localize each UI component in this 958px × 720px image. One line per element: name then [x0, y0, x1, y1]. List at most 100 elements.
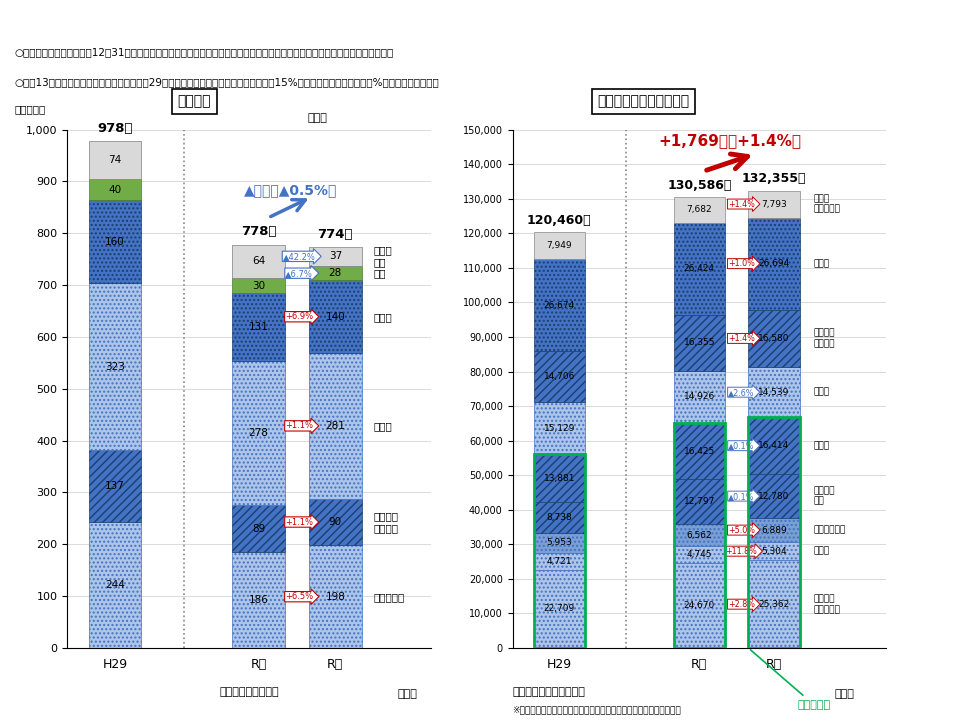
- Bar: [88, 521, 142, 648]
- Bar: [534, 232, 585, 259]
- Text: +11.8%: +11.8%: [725, 546, 758, 556]
- Bar: [534, 454, 585, 503]
- Bar: [748, 542, 800, 560]
- Text: （年）: （年）: [398, 690, 418, 699]
- Text: ○　令和４年１月１日から12月31日までに発生した労働災害について、令和５年４月７日までに報告があったものを集計したもの: ○ 令和４年１月１日から12月31日までに発生した労働災害について、令和５年４月…: [14, 47, 394, 57]
- Bar: [232, 505, 285, 552]
- Text: 978人: 978人: [97, 122, 133, 135]
- Bar: [748, 191, 800, 217]
- Text: 16,425: 16,425: [684, 446, 715, 456]
- Bar: [673, 563, 725, 648]
- Text: その他
林業: その他 林業: [374, 246, 393, 267]
- Bar: [748, 560, 800, 648]
- Text: 16,355: 16,355: [684, 338, 715, 347]
- Bar: [748, 310, 800, 367]
- Text: +1.4%: +1.4%: [728, 199, 755, 209]
- Text: 37: 37: [329, 251, 342, 261]
- Bar: [534, 259, 585, 351]
- Text: 132,355人: 132,355人: [741, 172, 807, 185]
- Text: ※新型コロナウイルス感染症へのり患による労働災害を除いたもの。: ※新型コロナウイルス感染症へのり患による労働災害を除いたもの。: [513, 705, 681, 714]
- Text: 13,881: 13,881: [543, 474, 575, 483]
- Bar: [88, 283, 142, 451]
- Text: +1.4%: +1.4%: [728, 334, 755, 343]
- Bar: [673, 423, 725, 648]
- Bar: [673, 423, 725, 480]
- Text: +1.0%: +1.0%: [728, 259, 755, 268]
- Text: 第三次産業: 第三次産業: [374, 592, 405, 602]
- Text: 26,694: 26,694: [759, 259, 789, 268]
- Bar: [232, 278, 285, 294]
- Text: 5,304: 5,304: [762, 546, 787, 556]
- Text: 建設業: 建設業: [813, 387, 830, 397]
- Bar: [534, 503, 585, 533]
- Text: 14,539: 14,539: [759, 387, 789, 397]
- Bar: [673, 223, 725, 315]
- Text: 4,721: 4,721: [546, 557, 572, 566]
- Text: +6.5%: +6.5%: [285, 592, 313, 601]
- Text: 74: 74: [108, 156, 122, 165]
- Bar: [748, 367, 800, 418]
- Bar: [534, 402, 585, 454]
- Bar: [88, 200, 142, 283]
- Text: 死亡者数: 死亡者数: [178, 94, 211, 108]
- Text: 130,586人: 130,586人: [667, 179, 732, 192]
- Text: 出典：死亡災害報告: 出典：死亡災害報告: [219, 687, 279, 697]
- Text: 休業４日以上の死傷者数: 休業４日以上の死傷者数: [597, 94, 690, 108]
- Bar: [232, 361, 285, 505]
- Bar: [748, 217, 800, 310]
- Bar: [748, 474, 800, 518]
- Text: 飲食店: 飲食店: [813, 546, 830, 556]
- Bar: [673, 371, 725, 423]
- Text: 製造業: 製造業: [813, 259, 830, 268]
- Text: （人）: （人）: [308, 113, 327, 122]
- Bar: [673, 197, 725, 223]
- Text: ▲6.7%: ▲6.7%: [285, 269, 313, 278]
- Bar: [308, 281, 361, 353]
- Text: 778人: 778人: [240, 225, 277, 238]
- Bar: [748, 418, 800, 648]
- Bar: [308, 247, 361, 266]
- Text: 社会福祉
施設: 社会福祉 施設: [813, 487, 834, 506]
- Text: 4,745: 4,745: [687, 550, 712, 559]
- Text: 林業: 林業: [374, 268, 386, 278]
- Text: その他の
第三次産業: その他の 第三次産業: [813, 595, 840, 614]
- Bar: [534, 454, 585, 648]
- Text: ▲42.2%: ▲42.2%: [283, 252, 316, 261]
- Text: 89: 89: [252, 523, 265, 534]
- Text: 16,414: 16,414: [759, 441, 789, 450]
- Text: ▲0.1%: ▲0.1%: [728, 492, 755, 500]
- Bar: [308, 353, 361, 499]
- Bar: [232, 294, 285, 361]
- Text: （年）: （年）: [834, 690, 855, 699]
- Text: 30: 30: [252, 281, 265, 291]
- Text: 陸上貨物
運送事業: 陸上貨物 運送事業: [374, 511, 399, 533]
- Bar: [232, 552, 285, 648]
- Text: 323: 323: [105, 361, 125, 372]
- Bar: [308, 545, 361, 648]
- Bar: [534, 553, 585, 570]
- Text: 陸上貨物
運送事業: 陸上貨物 運送事業: [813, 329, 834, 348]
- Text: 278: 278: [249, 428, 268, 438]
- Text: 12,780: 12,780: [759, 492, 789, 500]
- Text: 出典：労働者死傷病報告: 出典：労働者死傷病報告: [513, 687, 585, 697]
- Text: 24,670: 24,670: [684, 601, 715, 610]
- Bar: [673, 315, 725, 371]
- Text: +1,769人（+1.4%）: +1,769人（+1.4%）: [659, 134, 802, 148]
- Text: 186: 186: [249, 595, 268, 605]
- Text: 25,362: 25,362: [759, 600, 789, 608]
- Text: 14,706: 14,706: [543, 372, 575, 382]
- Text: 90: 90: [329, 517, 342, 527]
- Text: 12,797: 12,797: [684, 497, 715, 506]
- Text: 22,709: 22,709: [543, 604, 575, 613]
- Bar: [748, 518, 800, 542]
- Text: 16,580: 16,580: [759, 334, 789, 343]
- Text: 8,738: 8,738: [546, 513, 572, 522]
- Text: ▲４人（▲0.5%）: ▲４人（▲0.5%）: [243, 183, 337, 197]
- Text: 6,562: 6,562: [687, 531, 712, 539]
- Text: 28: 28: [329, 268, 342, 278]
- Bar: [308, 499, 361, 545]
- Text: 令和４年　業種別労働災害発生状況（確定値）: 令和４年 業種別労働災害発生状況（確定値）: [312, 10, 646, 37]
- Text: 120,460人: 120,460人: [527, 214, 591, 227]
- Text: 244: 244: [105, 580, 125, 590]
- Bar: [534, 533, 585, 553]
